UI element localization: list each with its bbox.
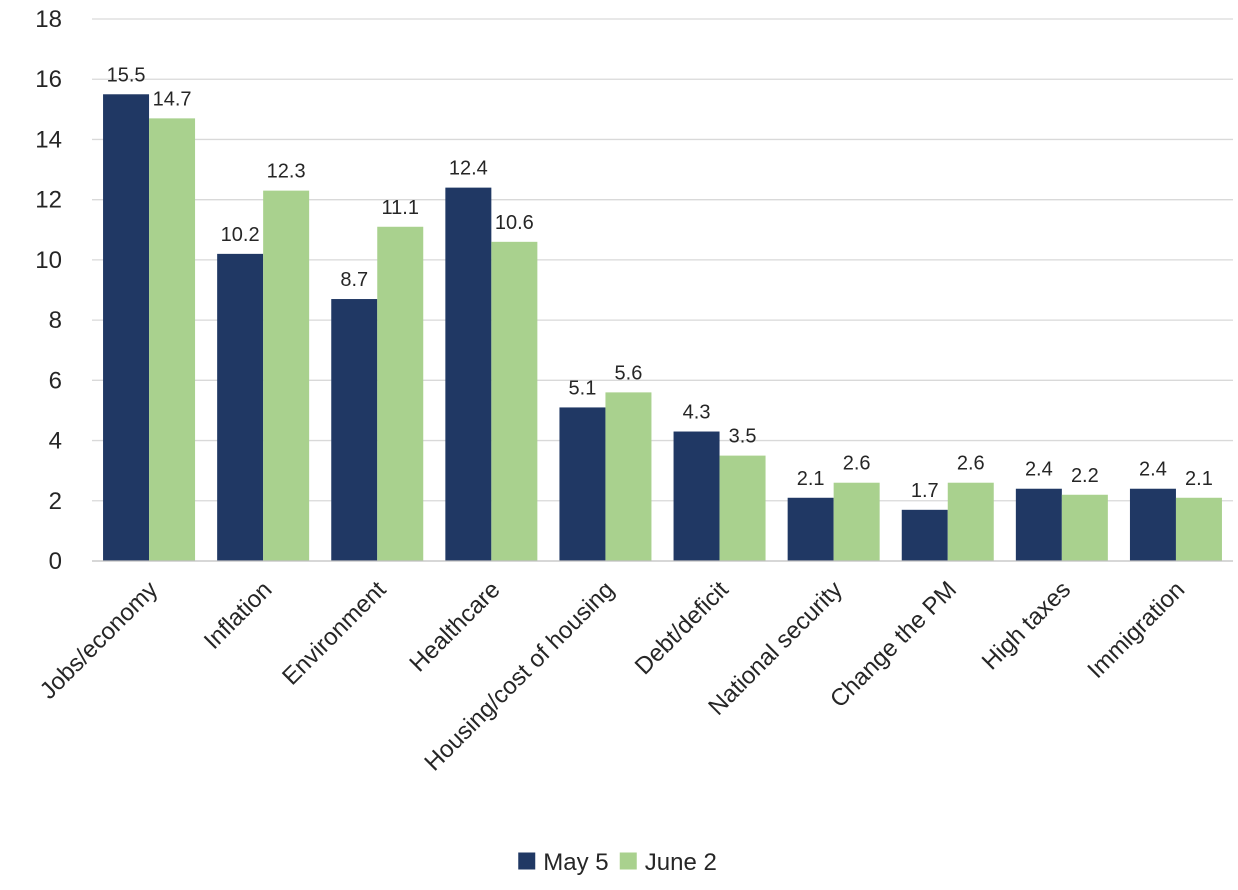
y-tick-label: 6 [49,367,62,394]
data-label: 2.6 [843,453,871,475]
x-category-label: Inflation [199,576,278,655]
data-label: 11.1 [382,197,419,219]
bar [217,253,264,561]
bar [1129,488,1176,561]
y-tick-label: 12 [35,187,62,214]
x-category-label: High taxes [977,576,1076,675]
bar [263,190,310,561]
legend-item[interactable]: June 2 [619,849,717,876]
y-tick-label: 16 [35,66,62,93]
data-label: 14.7 [153,88,192,110]
y-tick-label: 18 [35,6,62,33]
y-tick-label: 10 [35,247,62,274]
x-category-label: Jobs/economy [35,576,164,705]
bar [1061,494,1108,561]
bar [673,431,720,561]
data-label: 2.1 [1185,468,1213,490]
x-category-label: Housing/cost of housing [419,576,619,776]
bar [947,482,994,561]
data-label: 2.4 [1139,459,1167,481]
y-axis-ticks: 0 2 4 6 8 10 12 14 16 18 [35,6,62,575]
data-labels: 15.5 14.7 10.2 12.3 8.7 11.1 12.4 10.6 5.1 5.6 4.3… [107,64,1213,502]
bar [331,299,378,561]
y-tick-label: 8 [49,307,62,334]
bar [445,187,492,561]
data-label: 2.4 [1025,459,1053,481]
x-category-label: Debt/deficit [630,576,734,680]
legend[interactable]: May 5 June 2 [518,849,717,876]
data-label: 8.7 [340,269,368,291]
bar [377,226,424,561]
y-tick-label: 0 [49,548,62,575]
bar [605,392,652,561]
bar [787,497,834,561]
data-label: 12.4 [449,158,488,180]
bar [833,482,880,561]
legend-label: May 5 [543,849,608,876]
bar [901,509,948,561]
bar [491,241,538,562]
legend-item[interactable]: May 5 [518,849,609,876]
y-tick-label: 4 [49,428,62,455]
legend-swatch [619,852,637,870]
data-label: 1.7 [911,480,939,502]
bar [103,94,150,562]
data-label: 2.2 [1071,465,1099,487]
legend-label: June 2 [645,849,717,876]
bar [559,407,606,561]
data-label: 5.6 [615,362,643,384]
y-tick-label: 14 [35,126,62,153]
x-category-label: Environment [277,576,392,691]
x-category-label: Healthcare [404,576,505,677]
data-label: 2.6 [957,453,985,475]
x-axis-categories: Jobs/economy Inflation Environment Healthca… [35,576,1190,776]
legend-swatch [518,852,536,870]
data-label: 12.3 [267,161,306,183]
data-label: 10.6 [495,212,534,234]
bar [719,455,766,561]
x-category-label: Immigration [1082,576,1190,684]
data-label: 4.3 [683,402,711,424]
data-label: 15.5 [107,64,146,86]
bar [149,118,196,561]
bar [1175,497,1222,561]
data-label: 2.1 [797,468,825,490]
bar [1015,488,1062,561]
data-label: 3.5 [729,426,757,448]
y-tick-label: 2 [49,488,62,515]
data-label: 10.2 [221,224,260,246]
data-label: 5.1 [569,377,597,399]
bars [103,94,1222,562]
